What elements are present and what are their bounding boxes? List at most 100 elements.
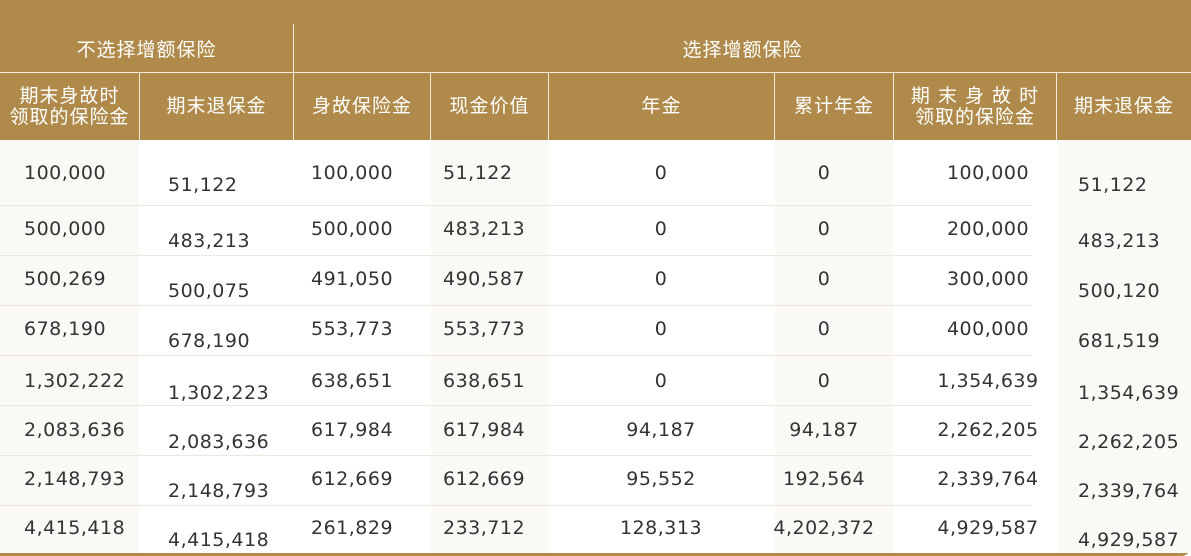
table-cell: 483,213 [1078,230,1161,252]
table-cell: 2,083,636 [24,419,126,441]
table-cell: 612,669 [311,468,394,490]
col-header-7: 期 末 身 故 时领取的保险金 [894,73,1056,140]
col-header-6: 累计年金 [775,73,893,140]
col-header-7-line1: 期 末 身 故 时 [910,84,1040,107]
table-cell: 4,415,418 [24,517,126,539]
col-header-2-label: 期末退保金 [166,95,267,117]
col-header-5: 年金 [549,73,774,140]
table-cell: 1,354,639 [1078,382,1180,404]
table-cell: 617,984 [443,419,526,441]
column-shade [1057,140,1191,553]
row-divider [0,455,1032,456]
table-cell: 1,354,639 [937,370,1039,392]
table-cell: 0 [654,268,668,290]
col-header-4-label: 现金价值 [449,95,530,117]
header-divider [430,73,431,140]
table-cell: 233,712 [443,517,526,539]
table-cell: 95,552 [626,468,696,490]
table-cell: 638,651 [443,370,526,392]
row-divider [0,255,1032,256]
row-divider [0,355,1032,356]
header-divider [774,73,775,140]
table-cell: 0 [654,370,668,392]
column-shade [775,140,893,553]
table-cell: 192,564 [782,468,866,490]
table-cell: 0 [817,370,831,392]
table-cell: 2,262,205 [937,419,1039,441]
table-cell: 0 [817,162,831,184]
table-cell: 4,929,587 [1078,529,1180,551]
table-cell: 500,120 [1078,280,1161,302]
table-cell: 4,202,372 [773,517,875,539]
table-cell: 128,313 [619,517,703,539]
col-header-4: 现金价值 [431,73,548,140]
table-cell: 1,302,223 [168,382,270,404]
table-cell: 0 [654,218,668,240]
table-cell: 51,122 [1078,174,1148,196]
table-cell: 2,262,205 [1078,431,1180,453]
col-header-1-line1: 期末身故时 [19,84,120,107]
table-cell: 51,122 [443,162,513,184]
table-cell: 0 [654,162,668,184]
table-cell: 261,829 [311,517,394,539]
column-shade [431,140,548,553]
table-bottom-border [0,553,1191,556]
table-cell: 500,000 [311,218,394,240]
table-cell: 490,587 [443,268,526,290]
group-header-without-increase: 不选择增额保险 [0,24,293,72]
header-divider [548,73,549,140]
table-cell: 2,148,793 [24,468,126,490]
table-cell: 4,415,418 [168,529,270,551]
table-cell: 0 [817,218,831,240]
table-cell: 400,000 [946,318,1030,340]
row-divider [0,205,1032,206]
table-cell: 612,669 [443,468,526,490]
table-cell: 678,190 [168,330,251,352]
col-header-7-line2: 领取的保险金 [914,105,1035,128]
header-divider [139,73,140,140]
table-cell: 1,302,222 [24,370,126,392]
header-divider [0,72,1191,73]
group-header-with-increase: 选择增额保险 [294,24,1191,72]
col-header-5-label: 年金 [641,95,682,117]
table-cell: 51,122 [168,174,238,196]
table-cell: 2,339,764 [1078,480,1180,502]
table-cell: 638,651 [311,370,394,392]
row-divider [0,305,1032,306]
col-header-3-label: 身故保险金 [311,95,412,117]
table-cell: 483,213 [443,218,526,240]
column-shade [0,140,139,553]
table-body: 100,000 51,122 100,000 51,122 0 0 100,000 51,12… [0,140,1191,553]
table-cell: 2,339,764 [937,468,1039,490]
table-cell: 483,213 [168,230,251,252]
col-header-1: 期末身故时 领取的保险金 [0,73,139,140]
header-divider [1056,73,1057,140]
header-divider [293,24,294,140]
table-cell: 100,000 [946,162,1030,184]
table-cell: 500,269 [24,268,107,290]
table-cell: 4,929,587 [937,517,1039,539]
table-cell: 617,984 [311,419,394,441]
col-header-2: 期末退保金 [140,73,293,140]
table-cell: 94,187 [789,419,859,441]
table-cell: 0 [654,318,668,340]
table-cell: 2,083,636 [168,431,270,453]
table-cell: 553,773 [311,318,394,340]
col-header-6-label: 累计年金 [793,95,874,117]
table-cell: 2,148,793 [168,480,270,502]
table-cell: 681,519 [1078,330,1161,352]
row-divider [0,405,1032,406]
col-header-8: 期末退保金 [1057,73,1191,140]
table-top-bar [0,0,1191,24]
table-cell: 94,187 [626,419,696,441]
table-cell: 500,000 [24,218,107,240]
table-cell: 200,000 [946,218,1030,240]
table-cell: 300,000 [946,268,1030,290]
table-cell: 0 [817,268,831,290]
col-header-3: 身故保险金 [294,73,430,140]
table-cell: 500,075 [168,280,251,302]
table-cell: 0 [817,318,831,340]
table-cell: 491,050 [311,268,394,290]
header-divider [893,73,894,140]
